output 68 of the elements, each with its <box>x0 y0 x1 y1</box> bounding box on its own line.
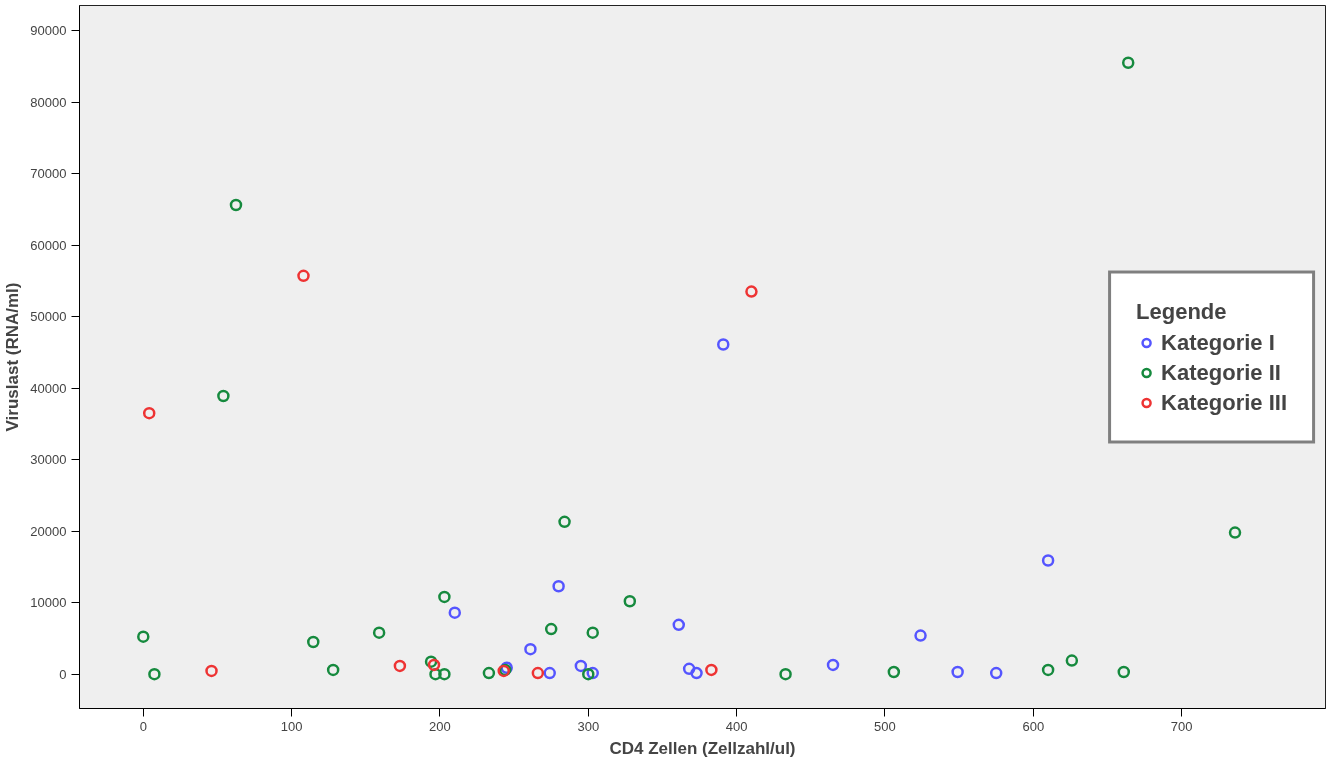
point <box>690 666 703 680</box>
x-tick-label: 500 <box>874 718 896 734</box>
x-tick-label: 700 <box>1170 718 1193 734</box>
legend-title: Legende <box>1136 298 1228 324</box>
point <box>705 663 718 677</box>
point <box>1121 56 1135 69</box>
point <box>1041 663 1055 677</box>
y-tick-label: 0 <box>59 666 67 682</box>
point <box>887 665 901 679</box>
point <box>779 667 792 681</box>
point <box>1228 526 1242 539</box>
point <box>372 626 386 639</box>
y-tick-label: 80000 <box>30 94 67 110</box>
point <box>682 662 696 676</box>
point <box>574 659 588 673</box>
x-axis-title: CD4 Zellen (Zellzahl/ul) <box>609 738 796 758</box>
legend-label: Kategorie II <box>1161 359 1281 385</box>
point <box>623 594 637 608</box>
point <box>531 666 545 680</box>
point <box>717 338 730 351</box>
point <box>393 659 407 673</box>
point <box>326 663 340 677</box>
point <box>586 626 599 639</box>
point <box>438 590 451 604</box>
point <box>1041 554 1055 567</box>
x-tick-label: 300 <box>577 718 600 734</box>
x-tick-label: 400 <box>725 718 748 734</box>
point <box>951 665 964 679</box>
y-tick-label: 90000 <box>30 23 67 39</box>
point <box>438 667 451 681</box>
point <box>914 629 927 642</box>
point <box>448 606 462 619</box>
x-tick-label: 0 <box>139 718 147 734</box>
y-tick-label: 20000 <box>30 523 67 539</box>
point <box>297 269 310 283</box>
y-tick-label: 30000 <box>30 452 67 468</box>
point <box>217 389 230 403</box>
y-axis-title: Viruslast (RNA/ml) <box>3 282 23 432</box>
point <box>524 642 537 656</box>
point <box>427 658 441 672</box>
point <box>142 406 156 420</box>
y-tick-label: 10000 <box>30 595 67 611</box>
y-tick-label: 60000 <box>30 237 67 253</box>
y-tick-label: 50000 <box>30 309 67 325</box>
point <box>552 579 565 593</box>
point <box>582 667 595 681</box>
point <box>1117 665 1131 679</box>
point <box>307 635 320 649</box>
x-tick-label: 600 <box>1022 718 1045 734</box>
point <box>229 198 243 212</box>
legend-label: Kategorie I <box>1161 329 1275 355</box>
point <box>558 515 571 529</box>
point <box>672 618 686 632</box>
legend-label: Kategorie III <box>1161 389 1287 415</box>
point <box>148 667 161 681</box>
x-tick-label: 100 <box>280 718 303 734</box>
point <box>482 666 496 680</box>
y-tick-label: 70000 <box>30 166 67 182</box>
x-tick-label: 200 <box>429 718 451 734</box>
point <box>137 630 150 643</box>
point <box>745 285 758 298</box>
point <box>205 664 218 678</box>
point <box>543 666 556 680</box>
point <box>826 658 840 672</box>
y-tick-label: 40000 <box>30 380 67 396</box>
point <box>1065 654 1079 667</box>
point <box>989 666 1003 680</box>
point <box>544 622 558 636</box>
